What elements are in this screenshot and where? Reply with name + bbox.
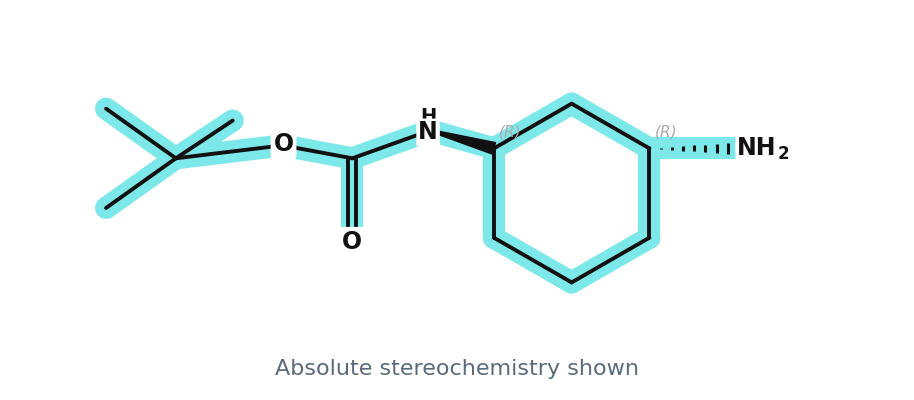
Text: NH: NH	[738, 136, 777, 160]
Text: H: H	[420, 107, 436, 126]
Text: O: O	[342, 230, 362, 254]
Text: (R): (R)	[499, 125, 522, 140]
Text: (R): (R)	[654, 125, 677, 140]
Text: O: O	[273, 132, 293, 156]
Text: N: N	[419, 120, 438, 144]
Polygon shape	[430, 130, 495, 154]
Text: 2: 2	[777, 145, 789, 163]
Text: Absolute stereochemistry shown: Absolute stereochemistry shown	[275, 359, 639, 379]
